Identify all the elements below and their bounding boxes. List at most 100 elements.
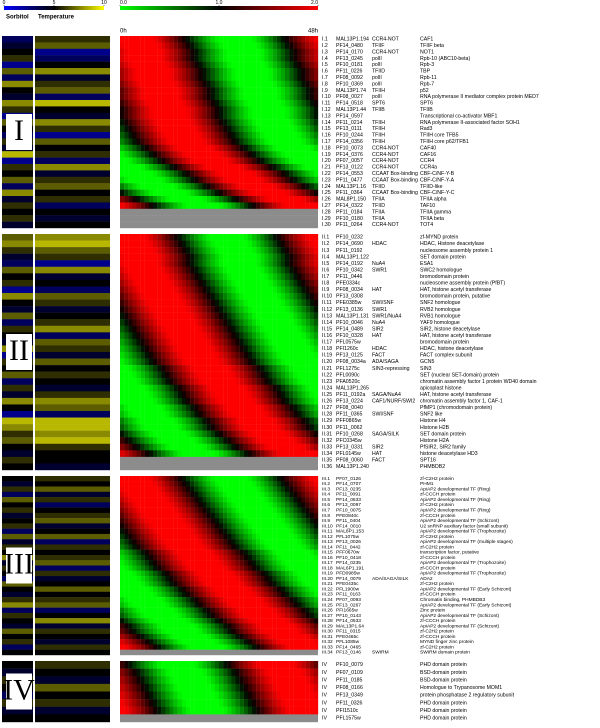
expression-cell xyxy=(132,607,137,614)
expression-cell xyxy=(260,507,265,514)
row-code: III.4 xyxy=(322,492,330,498)
expression-cell xyxy=(289,623,294,629)
expression-cell xyxy=(256,554,261,561)
expression-cell xyxy=(264,497,269,503)
expression-cell xyxy=(144,332,150,340)
expression-cell xyxy=(206,247,211,254)
expression-cell xyxy=(309,424,315,431)
expression-cell xyxy=(186,125,191,133)
expression-cell xyxy=(227,36,232,43)
expression-cell xyxy=(235,554,240,561)
gene-id: PF11_0192 xyxy=(336,248,363,254)
expression-cell xyxy=(276,332,282,340)
expression-cell xyxy=(198,518,203,524)
gene-id: PF10_0244 xyxy=(336,133,363,139)
expression-cell xyxy=(243,539,249,545)
expression-cell xyxy=(297,306,302,313)
expression-cell xyxy=(177,576,183,582)
expression-cell xyxy=(161,607,166,614)
expression-cell xyxy=(264,417,269,425)
expression-cell xyxy=(210,633,216,640)
expression-cell xyxy=(264,61,269,69)
expression-cell xyxy=(128,486,133,492)
expression-cell xyxy=(153,476,158,482)
expression-cell xyxy=(231,279,236,287)
expression-cell xyxy=(128,87,133,94)
expression-cell xyxy=(247,384,253,392)
expression-cell xyxy=(243,234,249,241)
row-code: III.5 xyxy=(322,497,330,503)
expression-cell xyxy=(144,202,150,209)
expression-cell xyxy=(169,293,174,300)
expression-cell xyxy=(198,106,203,113)
expression-cell xyxy=(272,443,277,451)
expression-cell xyxy=(227,87,232,94)
expression-cell xyxy=(256,319,261,326)
expression-cell xyxy=(243,523,249,529)
gene-name: apicoplast histone xyxy=(420,385,462,391)
sorbitol-cell xyxy=(2,266,33,274)
expression-cell xyxy=(305,164,310,171)
expression-cell xyxy=(231,443,236,451)
expression-cell xyxy=(132,430,137,438)
expression-cell xyxy=(173,544,178,550)
expression-cell xyxy=(293,345,298,353)
expression-cell xyxy=(289,539,294,545)
expression-cell xyxy=(165,391,170,399)
expression-cell xyxy=(272,164,277,171)
expression-cell xyxy=(285,273,290,281)
expression-cell xyxy=(140,196,145,203)
expression-cell xyxy=(276,565,282,571)
expression-cell xyxy=(293,633,298,640)
row-code: I.29 xyxy=(322,216,331,222)
expression-cell xyxy=(177,87,183,94)
expression-cell xyxy=(186,591,191,598)
expression-cell xyxy=(243,437,249,444)
expression-cell xyxy=(124,87,129,94)
expression-cell xyxy=(260,618,265,624)
expression-cell xyxy=(206,437,211,444)
expression-cell xyxy=(305,371,310,379)
expression-cell xyxy=(120,612,125,619)
expression-cell xyxy=(124,119,129,126)
expression-cell xyxy=(186,528,191,535)
complex-name: TFIIB xyxy=(372,107,385,113)
expression-cell xyxy=(256,486,261,492)
expression-cell xyxy=(227,443,232,451)
expression-cell xyxy=(305,597,310,603)
section-label-bg xyxy=(6,334,32,370)
expression-cell xyxy=(256,512,261,519)
expression-cell xyxy=(309,576,315,582)
expression-cell xyxy=(289,93,294,101)
expression-cell xyxy=(227,391,232,399)
expression-cell xyxy=(157,397,162,405)
expression-cell xyxy=(280,560,286,566)
expression-cell xyxy=(198,48,203,56)
expression-cell xyxy=(181,581,187,587)
expression-cell xyxy=(256,164,261,171)
expression-cell xyxy=(256,518,261,524)
expression-cell xyxy=(293,332,298,340)
expression-cell xyxy=(264,240,269,248)
expression-cell xyxy=(148,61,154,69)
expression-cell xyxy=(293,437,298,444)
expression-cell xyxy=(309,170,315,177)
expression-cell xyxy=(214,507,220,514)
expression-cell xyxy=(223,443,228,451)
expression-cell xyxy=(231,260,236,267)
expression-cell xyxy=(285,404,290,412)
expression-cell xyxy=(206,533,211,540)
expression-cell xyxy=(190,417,195,425)
expression-cell xyxy=(132,202,137,209)
expression-cell xyxy=(210,299,216,307)
expression-cell xyxy=(256,404,261,412)
expression-cell xyxy=(264,602,269,608)
expression-cell xyxy=(153,581,158,587)
expression-cell xyxy=(223,247,228,254)
expression-cell xyxy=(239,36,244,43)
expression-cell xyxy=(252,144,257,152)
expression-cell xyxy=(214,528,220,535)
expression-cell xyxy=(252,628,257,635)
expression-cell xyxy=(272,623,277,629)
expression-cell xyxy=(124,144,129,152)
